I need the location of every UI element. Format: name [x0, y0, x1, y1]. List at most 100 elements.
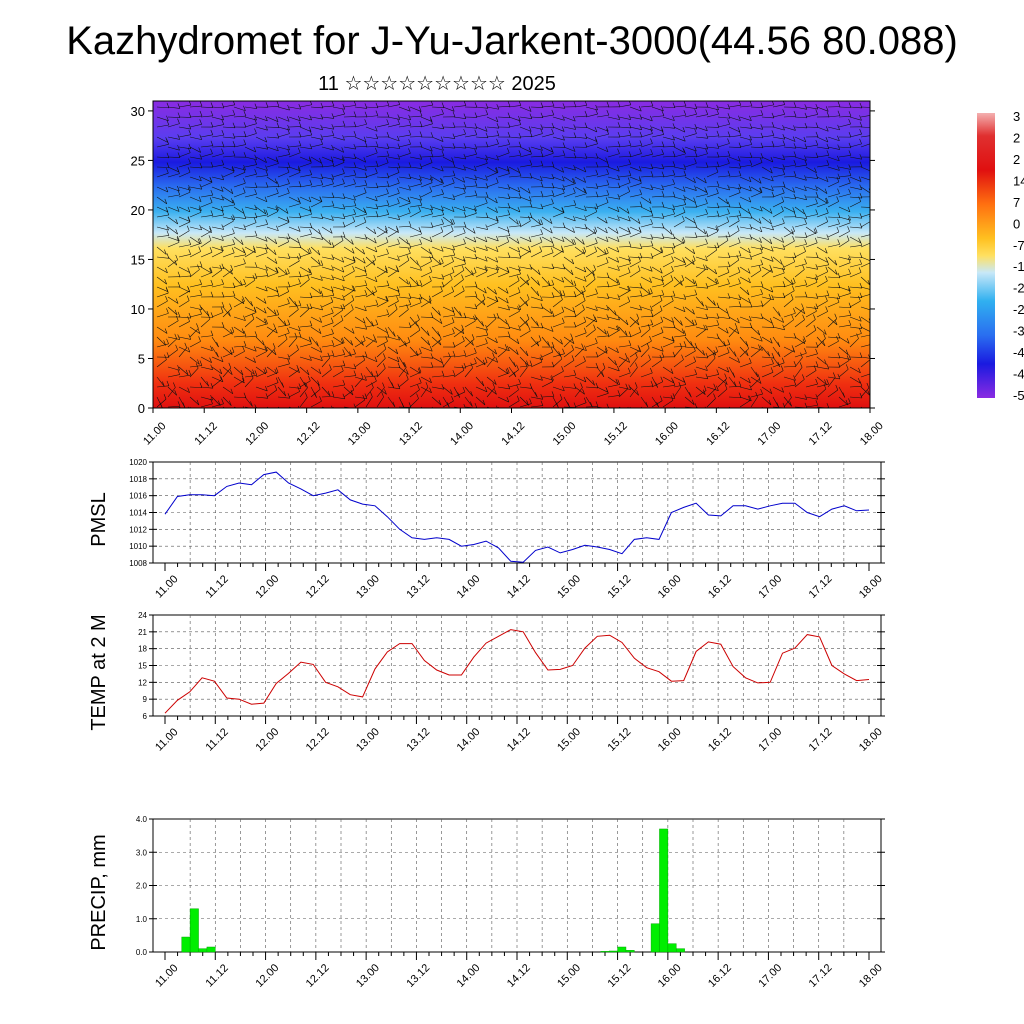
wind-barb	[750, 146, 763, 149]
y-tick-label: 15	[138, 662, 147, 671]
wind-barb	[376, 358, 386, 368]
wind-barb-flag	[617, 325, 620, 331]
wind-barb-flag	[330, 317, 334, 323]
wind-barb	[266, 348, 276, 358]
x-tick-label: 12.12	[304, 573, 332, 601]
wind-barb-flag	[342, 275, 345, 281]
wind-barb	[706, 215, 719, 218]
wind-barb	[354, 376, 367, 381]
wind-barb	[838, 306, 851, 309]
wind-barb-flag	[738, 250, 742, 256]
wind-barb	[442, 396, 450, 408]
wind-barb	[596, 156, 608, 163]
wind-barb-flag	[495, 216, 499, 222]
wind-barb	[189, 176, 202, 182]
wind-barb	[816, 186, 828, 194]
wind-barb-flag	[595, 191, 599, 197]
wind-barb	[772, 326, 785, 331]
wind-barb-flag	[199, 119, 202, 125]
wind-barb-flag	[452, 162, 456, 168]
wind-barb-flag	[419, 195, 422, 201]
wind-barb	[299, 174, 312, 178]
wind-barb	[442, 196, 455, 200]
wind-barb	[717, 155, 730, 158]
wind-barb-flag	[309, 338, 312, 344]
wind-barb-flag	[650, 163, 654, 169]
wind-barb	[618, 286, 631, 292]
wind-barb-flag	[375, 141, 379, 147]
wind-barb-flag	[253, 247, 256, 253]
wind-barb	[398, 296, 411, 299]
wind-barb-flag	[738, 301, 742, 307]
wind-barb	[497, 349, 508, 358]
wind-barb	[574, 186, 586, 194]
wind-barb	[640, 385, 653, 388]
wind-barb-flag	[749, 384, 752, 391]
wind-barb	[805, 296, 818, 299]
wind-barb-flag	[342, 231, 346, 237]
wind-barb	[805, 226, 817, 234]
wind-barb	[673, 296, 686, 300]
precip-bar	[600, 951, 610, 953]
wind-barb-flag	[836, 297, 840, 303]
wind-barb	[761, 356, 774, 359]
wind-barb-flag	[804, 239, 807, 245]
wind-barb	[277, 266, 288, 275]
wind-barb	[596, 236, 609, 242]
wind-barb-flag	[275, 116, 279, 122]
wind-barb-flag	[616, 166, 620, 172]
wind-barb	[178, 286, 190, 293]
wind-barb-flag	[374, 356, 378, 362]
wind-barb	[497, 372, 510, 378]
wind-barb	[497, 166, 510, 172]
wind-barb-flag	[793, 160, 797, 166]
wind-barb-flag	[561, 126, 565, 132]
wind-barb-flag	[429, 256, 432, 262]
wind-barb-flag	[219, 368, 223, 374]
wind-barb	[497, 173, 510, 178]
wind-barb	[442, 272, 455, 278]
wind-barb	[310, 176, 323, 180]
series-line	[164, 629, 870, 714]
wind-barb-flag	[485, 158, 488, 164]
wind-barb	[354, 246, 365, 255]
wind-barb-flag	[815, 191, 819, 198]
wind-barb-flag	[188, 369, 192, 376]
wind-barb-flag	[418, 297, 422, 303]
wind-barb	[563, 236, 574, 245]
wind-barb	[354, 266, 367, 272]
wind-barb	[596, 367, 606, 378]
wind-barb	[838, 146, 851, 149]
wind-barb	[167, 374, 180, 378]
wind-barb-flag	[275, 377, 279, 383]
wind-barb	[233, 283, 246, 288]
wind-barb-flag	[528, 236, 532, 242]
wind-barb-flag	[606, 281, 610, 287]
wind-barb-flag	[716, 188, 719, 194]
wind-barb	[717, 240, 729, 248]
wind-barb-flag	[265, 285, 268, 292]
wind-barb-flag	[705, 238, 708, 244]
wind-barb-flag	[232, 165, 235, 172]
wind-barb-flag	[693, 197, 696, 203]
wind-barb-flag	[351, 304, 354, 310]
wind-barb-flag	[341, 266, 345, 273]
wind-barb	[585, 206, 598, 209]
wind-barb	[519, 246, 531, 253]
wind-barb-flag	[694, 151, 698, 157]
wind-barb	[475, 246, 488, 251]
wind-barb-flag	[331, 192, 335, 198]
wind-barb-flag	[782, 125, 785, 131]
wind-barb-flag	[549, 308, 553, 314]
wind-barb	[409, 371, 422, 378]
wind-barb	[156, 376, 165, 387]
wind-barb	[783, 376, 796, 381]
wind-barb-flag	[473, 247, 477, 253]
wind-barb-flag	[573, 280, 577, 286]
wind-barb	[596, 184, 609, 188]
wind-barb-flag	[825, 266, 829, 272]
wind-barb-flag	[681, 410, 683, 415]
wind-barb	[574, 193, 587, 198]
wind-barb-flag	[793, 193, 797, 200]
wind-barb	[244, 296, 253, 307]
